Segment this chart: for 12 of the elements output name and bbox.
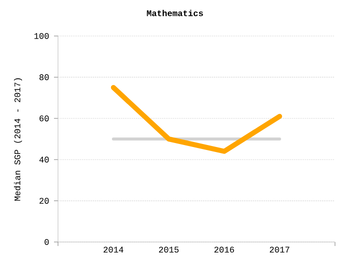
x-tick-label: 2016	[214, 246, 234, 253]
x-tick-label: 2015	[159, 246, 179, 253]
y-axis-title: Median SGP (2014 - 2017)	[14, 78, 22, 201]
y-tick-label: 40	[39, 156, 49, 163]
x-tick-label: 2014	[104, 246, 124, 253]
y-tick-label: 0	[44, 239, 49, 245]
y-tick-label: 20	[40, 198, 49, 204]
y-tick-label: 80	[40, 74, 49, 80]
chart-title: Mathematics	[146, 10, 203, 16]
x-tick-label: 2017	[270, 246, 290, 253]
y-tick-label: 100	[34, 33, 49, 39]
y-tick-label: 60	[40, 115, 49, 122]
